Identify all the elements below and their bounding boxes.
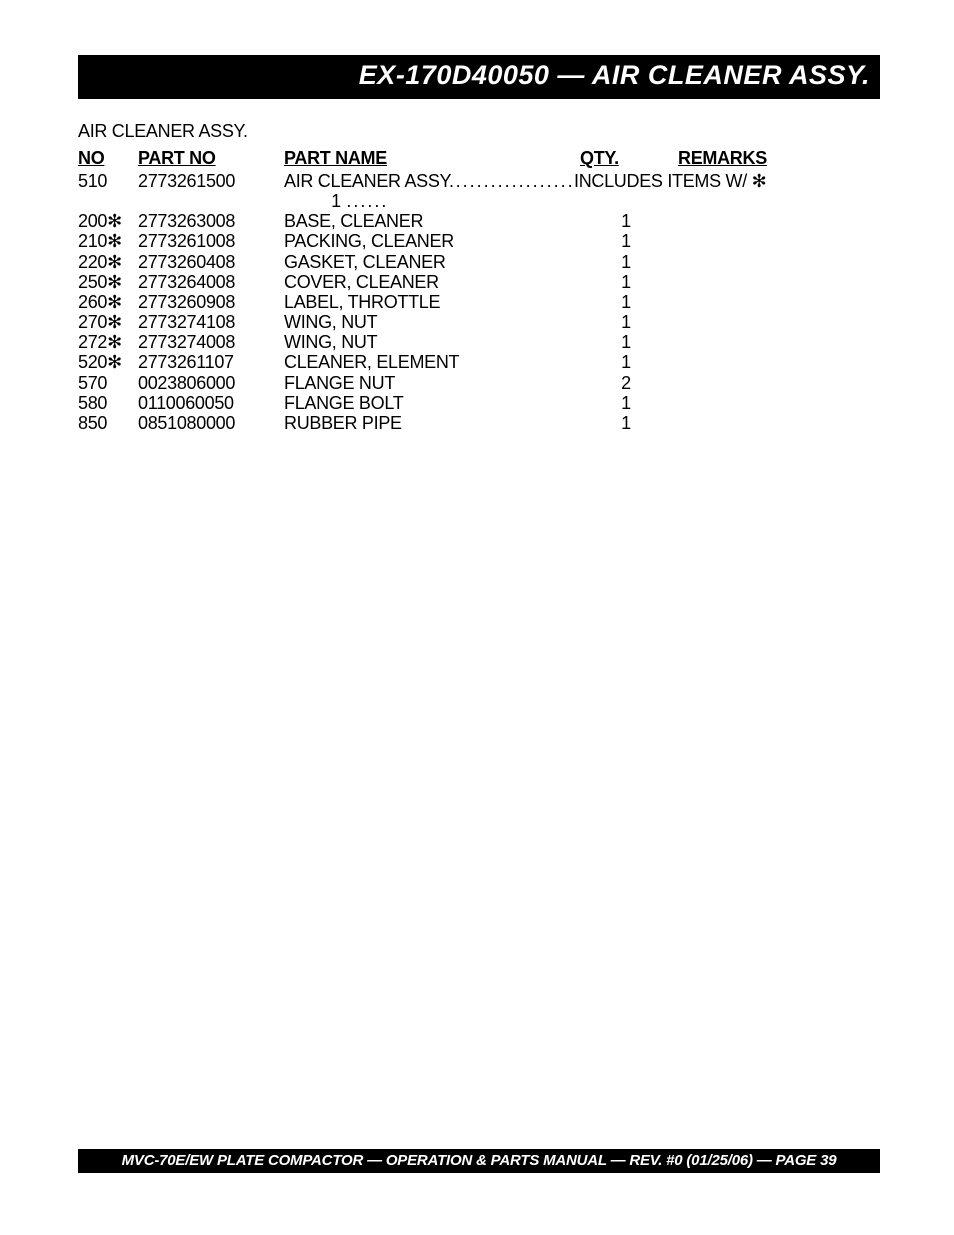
cell-no: 200✻	[78, 211, 138, 231]
table-row: 200✻2773263008BASE, CLEANER1	[78, 211, 880, 231]
cell-part-no: 2773261500	[138, 171, 284, 211]
table-row: 210✻2773261008PACKING, CLEANER1	[78, 231, 880, 251]
table-row: 250✻2773264008COVER, CLEANER1	[78, 272, 880, 292]
table-row: 220✻2773260408GASKET, CLEANER1	[78, 252, 880, 272]
cell-part-name: AIR CLEANER ASSY. ......................…	[284, 171, 574, 191]
cell-remarks	[678, 211, 880, 231]
cell-qty: 1	[574, 413, 678, 433]
cell-part-no: 0023806000	[138, 373, 284, 393]
cell-remarks	[678, 231, 880, 251]
page-title-bar: EX-170D40050 — AIR CLEANER ASSY.	[78, 55, 880, 99]
cell-qty: 1	[574, 332, 678, 352]
parts-table: NO PART NO PART NAME QTY. REMARKS 510277…	[78, 148, 880, 433]
cell-qty: 1	[574, 211, 678, 231]
cell-part-no: 2773261107	[138, 352, 284, 372]
star-icon: ✻	[107, 211, 122, 231]
section-subtitle: AIR CLEANER ASSY.	[78, 121, 880, 142]
star-icon: ✻	[107, 332, 122, 352]
star-icon: ✻	[107, 272, 122, 292]
cell-no: 210✻	[78, 231, 138, 251]
cell-remarks	[678, 312, 880, 332]
cell-part-name: PACKING, CLEANER	[284, 231, 574, 251]
cell-remarks	[678, 393, 880, 413]
cell-qty: 1	[574, 312, 678, 332]
cell-no: 850	[78, 413, 138, 433]
col-header-no: NO	[78, 148, 138, 171]
cell-no: 570	[78, 373, 138, 393]
cell-part-no: 2773274008	[138, 332, 284, 352]
cell-remarks: INCLUDES ITEMS W/ ✻	[574, 171, 678, 211]
cell-part-no: 2773261008	[138, 231, 284, 251]
cell-remarks	[678, 413, 880, 433]
cell-no: 520✻	[78, 352, 138, 372]
cell-part-name: WING, NUT	[284, 332, 574, 352]
table-row: 520✻2773261107CLEANER, ELEMENT1	[78, 352, 880, 372]
col-header-part-no: PART NO	[138, 148, 284, 171]
cell-remarks	[678, 352, 880, 372]
table-row: 5700023806000FLANGE NUT2	[78, 373, 880, 393]
cell-part-name: RUBBER PIPE	[284, 413, 574, 433]
table-row: 270✻2773274108WING, NUT1	[78, 312, 880, 332]
cell-remarks	[678, 373, 880, 393]
cell-part-no: 2773260408	[138, 252, 284, 272]
cell-part-no: 0110060050	[138, 393, 284, 413]
cell-qty: 1 ....................	[284, 191, 388, 211]
table-row: 260✻2773260908LABEL, THROTTLE1	[78, 292, 880, 312]
cell-no: 220✻	[78, 252, 138, 272]
cell-part-name: GASKET, CLEANER	[284, 252, 574, 272]
cell-no: 272✻	[78, 332, 138, 352]
cell-part-no: 2773260908	[138, 292, 284, 312]
parts-table-body: 5102773261500AIR CLEANER ASSY. .........…	[78, 171, 880, 433]
cell-part-name: LABEL, THROTTLE	[284, 292, 574, 312]
cell-part-name: COVER, CLEANER	[284, 272, 574, 292]
cell-qty: 1	[574, 292, 678, 312]
star-icon: ✻	[107, 231, 122, 251]
cell-no: 580	[78, 393, 138, 413]
cell-part-no: 2773263008	[138, 211, 284, 231]
page-footer-text: MVC-70E/EW PLATE COMPACTOR — OPERATION &…	[122, 1152, 837, 1169]
cell-qty: 1	[574, 272, 678, 292]
cell-remarks	[678, 272, 880, 292]
cell-no: 510	[78, 171, 138, 211]
cell-qty: 1	[574, 252, 678, 272]
cell-qty: 1	[574, 352, 678, 372]
table-header-row: NO PART NO PART NAME QTY. REMARKS	[78, 148, 880, 171]
star-icon: ✻	[107, 292, 122, 312]
page-title: EX-170D40050 — AIR CLEANER ASSY.	[359, 60, 870, 90]
star-icon: ✻	[107, 312, 122, 332]
cell-part-name: WING, NUT	[284, 312, 574, 332]
cell-no: 270✻	[78, 312, 138, 332]
table-row: 8500851080000RUBBER PIPE1	[78, 413, 880, 433]
cell-part-name: FLANGE NUT	[284, 373, 574, 393]
cell-qty: 1	[574, 231, 678, 251]
table-row: 5800110060050FLANGE BOLT1	[78, 393, 880, 413]
page-footer-bar: MVC-70E/EW PLATE COMPACTOR — OPERATION &…	[78, 1149, 880, 1173]
table-row: 272✻2773274008WING, NUT1	[78, 332, 880, 352]
col-header-part-name: PART NAME	[284, 148, 574, 171]
cell-part-no: 2773274108	[138, 312, 284, 332]
star-icon: ✻	[107, 352, 122, 372]
cell-no: 260✻	[78, 292, 138, 312]
cell-part-name: FLANGE BOLT	[284, 393, 574, 413]
cell-no: 250✻	[78, 272, 138, 292]
star-icon: ✻	[107, 252, 122, 272]
cell-part-name: BASE, CLEANER	[284, 211, 574, 231]
table-row: 5102773261500AIR CLEANER ASSY. .........…	[78, 171, 880, 211]
col-header-qty: QTY.	[574, 148, 678, 171]
cell-qty: 2	[574, 373, 678, 393]
col-header-remarks: REMARKS	[678, 148, 880, 171]
cell-remarks	[678, 332, 880, 352]
cell-remarks	[678, 292, 880, 312]
cell-remarks	[678, 252, 880, 272]
cell-part-no: 0851080000	[138, 413, 284, 433]
cell-part-no: 2773264008	[138, 272, 284, 292]
cell-part-name: CLEANER, ELEMENT	[284, 352, 574, 372]
cell-qty: 1	[574, 393, 678, 413]
